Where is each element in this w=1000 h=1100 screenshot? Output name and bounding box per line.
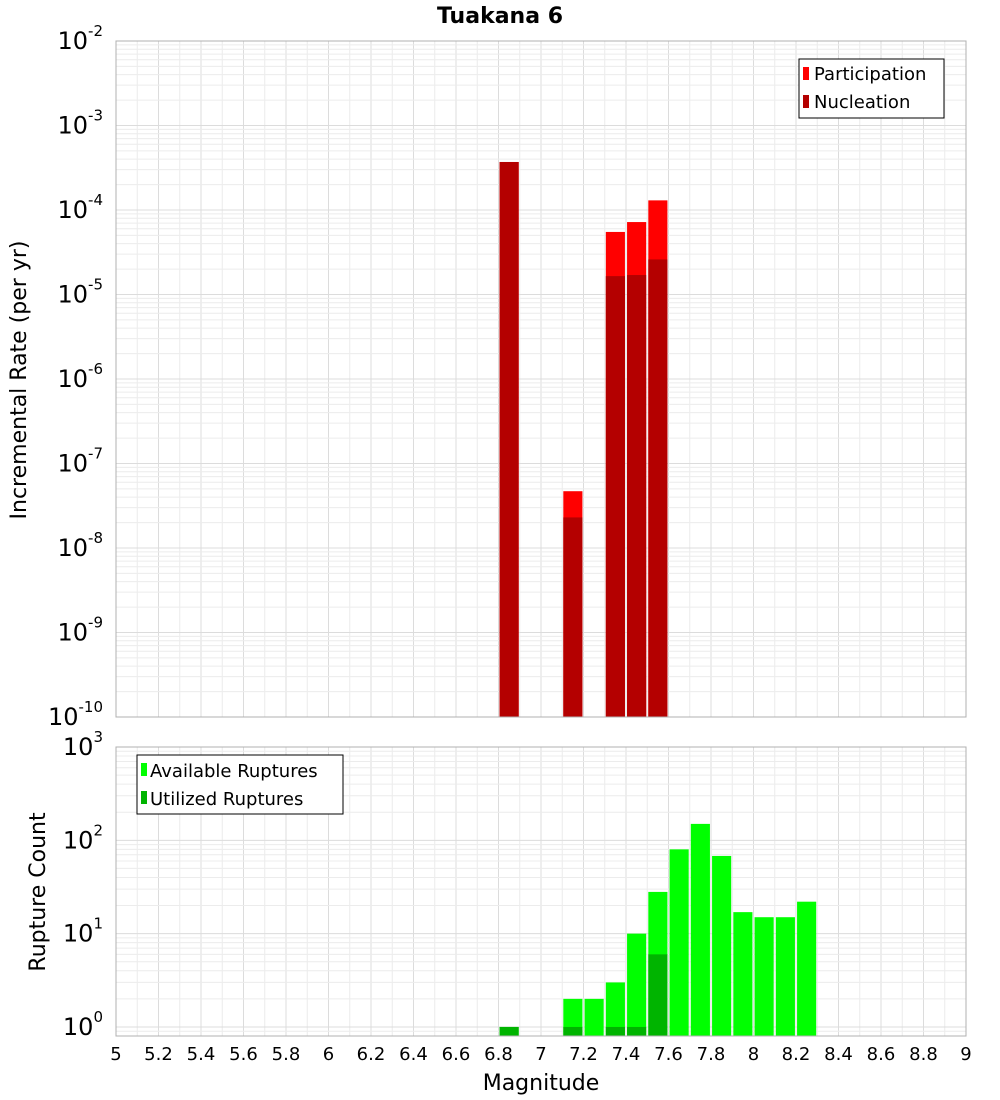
x-tick-label: 5.8: [272, 1044, 301, 1065]
chart-title: Tuakana 6: [437, 4, 563, 29]
x-tick-label: 8.8: [909, 1044, 938, 1065]
bar-available-ruptures: [584, 998, 604, 1036]
bar-available-ruptures: [605, 982, 625, 1036]
x-tick-label: 7: [535, 1044, 546, 1065]
legend-label-participation: Participation: [814, 64, 926, 85]
x-tick-label: 6: [323, 1044, 334, 1065]
legend-swatch-participation: [803, 67, 809, 80]
legend-label-nucleation: Nucleation: [814, 92, 910, 113]
x-tick-label: 5: [110, 1044, 121, 1065]
bar-available-ruptures: [754, 917, 774, 1036]
bar-utilized-ruptures: [605, 1026, 625, 1036]
x-tick-label: 7.8: [697, 1044, 726, 1065]
top-legend-box: [798, 58, 945, 119]
legend-swatch-utilized: [141, 791, 147, 804]
top-y-tick-label: 10-5: [57, 276, 103, 309]
bar-available-ruptures: [563, 998, 583, 1036]
x-tick-label: 5.2: [144, 1044, 173, 1065]
top-gridlines: [115, 40, 967, 718]
bottom-y-tick-label: 102: [63, 821, 103, 854]
bar-nucleation: [648, 259, 668, 717]
top-y-tick-label: 10-3: [57, 107, 103, 140]
x-tick-label: 6.4: [399, 1044, 428, 1065]
legend-label-available: Available Ruptures: [150, 761, 318, 782]
bottom-y-axis-label: Rupture Count: [26, 812, 51, 972]
legend-swatch-nucleation: [803, 95, 809, 108]
bar-available-ruptures: [669, 849, 689, 1036]
legend-swatch-available: [141, 763, 147, 776]
bar-available-ruptures: [712, 855, 732, 1036]
top-legend: Participation Nucleation: [798, 58, 945, 119]
bottom-y-tick-label: 100: [63, 1008, 103, 1041]
x-tick-label: 6.8: [484, 1044, 513, 1065]
bottom-legend: Available Ruptures Utilized Ruptures: [136, 754, 344, 815]
top-y-tick-label: 10-4: [57, 191, 103, 224]
top-y-tick-label: 10-7: [57, 445, 103, 478]
bar-available-ruptures: [627, 933, 647, 1036]
x-tick-label: 9: [960, 1044, 971, 1065]
bar-nucleation: [563, 517, 583, 717]
bar-available-ruptures: [775, 917, 795, 1036]
x-tick-label: 7.4: [612, 1044, 641, 1065]
bottom-y-tick-label: 101: [63, 915, 103, 948]
bottom-bars: [499, 823, 817, 1036]
top-y-tick-label: 10-8: [57, 529, 103, 562]
bar-nucleation: [499, 161, 519, 718]
top-plot-frame: [115, 40, 967, 718]
top-y-tick-label: 10-10: [48, 698, 103, 731]
top-y-ticks: 10-10 10-9 10-8 10-7 10-6 10-5 10-4 10-3 10-2: [48, 22, 103, 731]
x-tick-label: 8: [748, 1044, 759, 1065]
x-tick-label: 8.6: [867, 1044, 896, 1065]
bar-available-ruptures: [690, 823, 710, 1036]
x-tick-label: 7.6: [654, 1044, 683, 1065]
x-tick-label: 5.6: [229, 1044, 258, 1065]
top-bars: [499, 161, 668, 718]
x-tick-label: 6.6: [442, 1044, 471, 1065]
bar-available-ruptures: [733, 912, 753, 1036]
bar-available-ruptures: [797, 901, 817, 1036]
x-tick-label: 6.2: [357, 1044, 386, 1065]
bottom-legend-box: [136, 754, 344, 815]
x-tick-label: 7.2: [569, 1044, 598, 1065]
bar-utilized-ruptures: [499, 1026, 519, 1036]
bottom-y-tick-label: 103: [63, 728, 103, 761]
bar-nucleation: [627, 275, 647, 717]
x-tick-label: 8.4: [824, 1044, 853, 1065]
bar-nucleation: [605, 276, 625, 717]
legend-label-utilized: Utilized Ruptures: [150, 789, 303, 810]
x-tick-label: 8.2: [782, 1044, 811, 1065]
bar-utilized-ruptures: [648, 954, 668, 1036]
bar-utilized-ruptures: [563, 1026, 583, 1036]
x-tick-label: 5.4: [187, 1044, 216, 1065]
x-axis-label: Magnitude: [483, 1071, 600, 1096]
x-ticks: 5 5.2 5.4 5.6 5.8 6 6.2 6.4 6.6 6.8 7 7.2 7.4 7.6 7.8 8…: [110, 1044, 971, 1065]
bottom-plot-frame: [115, 746, 967, 1037]
top-y-axis-label: Incremental Rate (per yr): [7, 241, 32, 520]
top-y-tick-label: 10-2: [57, 22, 103, 55]
bottom-y-ticks: 100 101 102 103: [63, 728, 103, 1041]
top-y-tick-label: 10-9: [57, 614, 103, 647]
bar-utilized-ruptures: [627, 1026, 647, 1036]
top-y-tick-label: 10-6: [57, 360, 103, 393]
